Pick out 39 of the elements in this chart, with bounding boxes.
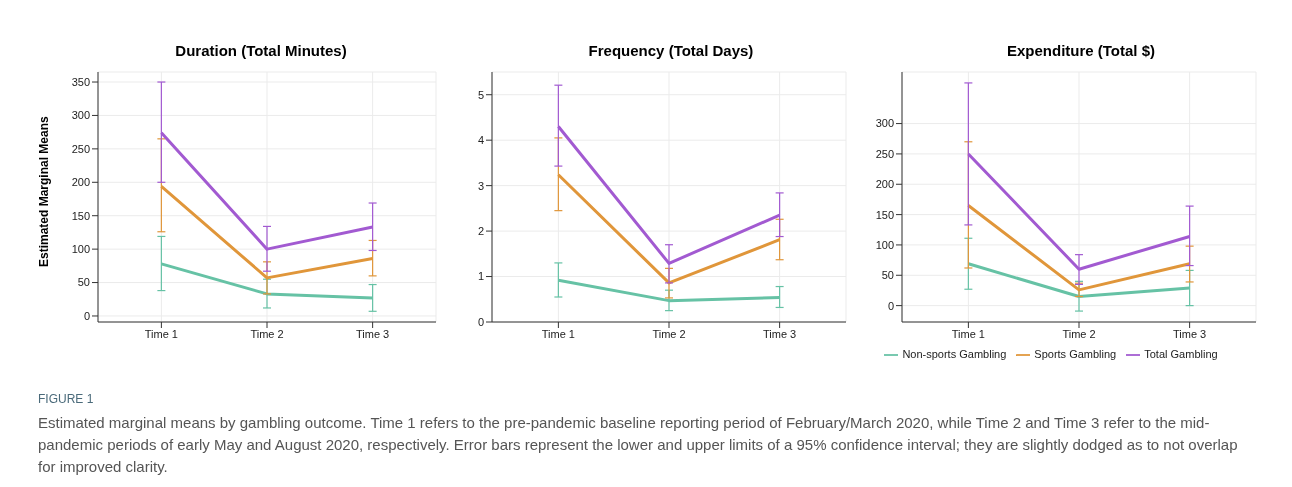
y-tick-label: 4 [477,134,484,147]
y-tick-label: 150 [71,209,90,222]
caption: FIGURE 1 [38,392,95,406]
y-tick-label: 100 [875,238,894,251]
y-tick-label: 250 [71,142,90,155]
chart-title: Frequency (Total Days) [587,42,755,61]
y-tick-label: 5 [477,88,484,101]
text: Estimated marginal means by gambling outcome. Time 1 refers to the pre-pandemic baseline reporting period of February/March 2020, while Time 2 and Time 3 refer to the mid-pandemic periods of early May and August 2020, respectively. Error bars represent the lower and upper limits of a 95% confidence interval; they are slightly dodged as to not overlap for improved clarity. [38,413,1238,477]
x-tick-label: Time 3 [356,327,390,340]
legend-label: Non-sports Gambling [902,348,1007,360]
y-tick-label: 200 [875,178,894,191]
x-tick-label: Time 3 [1173,327,1207,340]
y-tick-label: 300 [875,117,894,130]
y-axis-title: Estimated Marginal Means [37,115,52,267]
y-tick-label: 200 [71,176,90,189]
y-tick-label: 2 [477,225,484,237]
y-tick-label: 50 [881,269,894,282]
y-tick-label: 3 [477,179,484,192]
y-tick-label: 300 [71,109,90,122]
x-tick-label: Time 2 [652,327,686,340]
x-tick-label: Time 2 [1062,327,1096,340]
y-tick-label: 1 [477,270,484,283]
y-tick-label: 150 [875,208,894,221]
y-tick-label: 350 [71,75,90,88]
legend-label: Sports Gambling [1034,348,1117,360]
y-tick-label: 0 [887,299,894,312]
x-tick-label: Time 3 [763,327,797,340]
x-tick-label: Time 1 [541,327,575,340]
chart-title: Duration (Total Minutes) [174,42,348,61]
x-tick-label: Time 2 [250,327,284,340]
y-tick-label: 250 [875,147,894,160]
y-tick-label: 0 [83,309,90,322]
y-tick-label: 50 [77,276,90,289]
y-tick-label: 100 [71,243,90,256]
legend-label: Total Gambling [1144,348,1218,360]
x-tick-label: Time 1 [144,327,178,340]
y-tick-label: 0 [477,315,484,328]
chart-title: Expenditure (Total $) [1005,42,1157,61]
x-tick-label: Time 1 [951,327,985,340]
